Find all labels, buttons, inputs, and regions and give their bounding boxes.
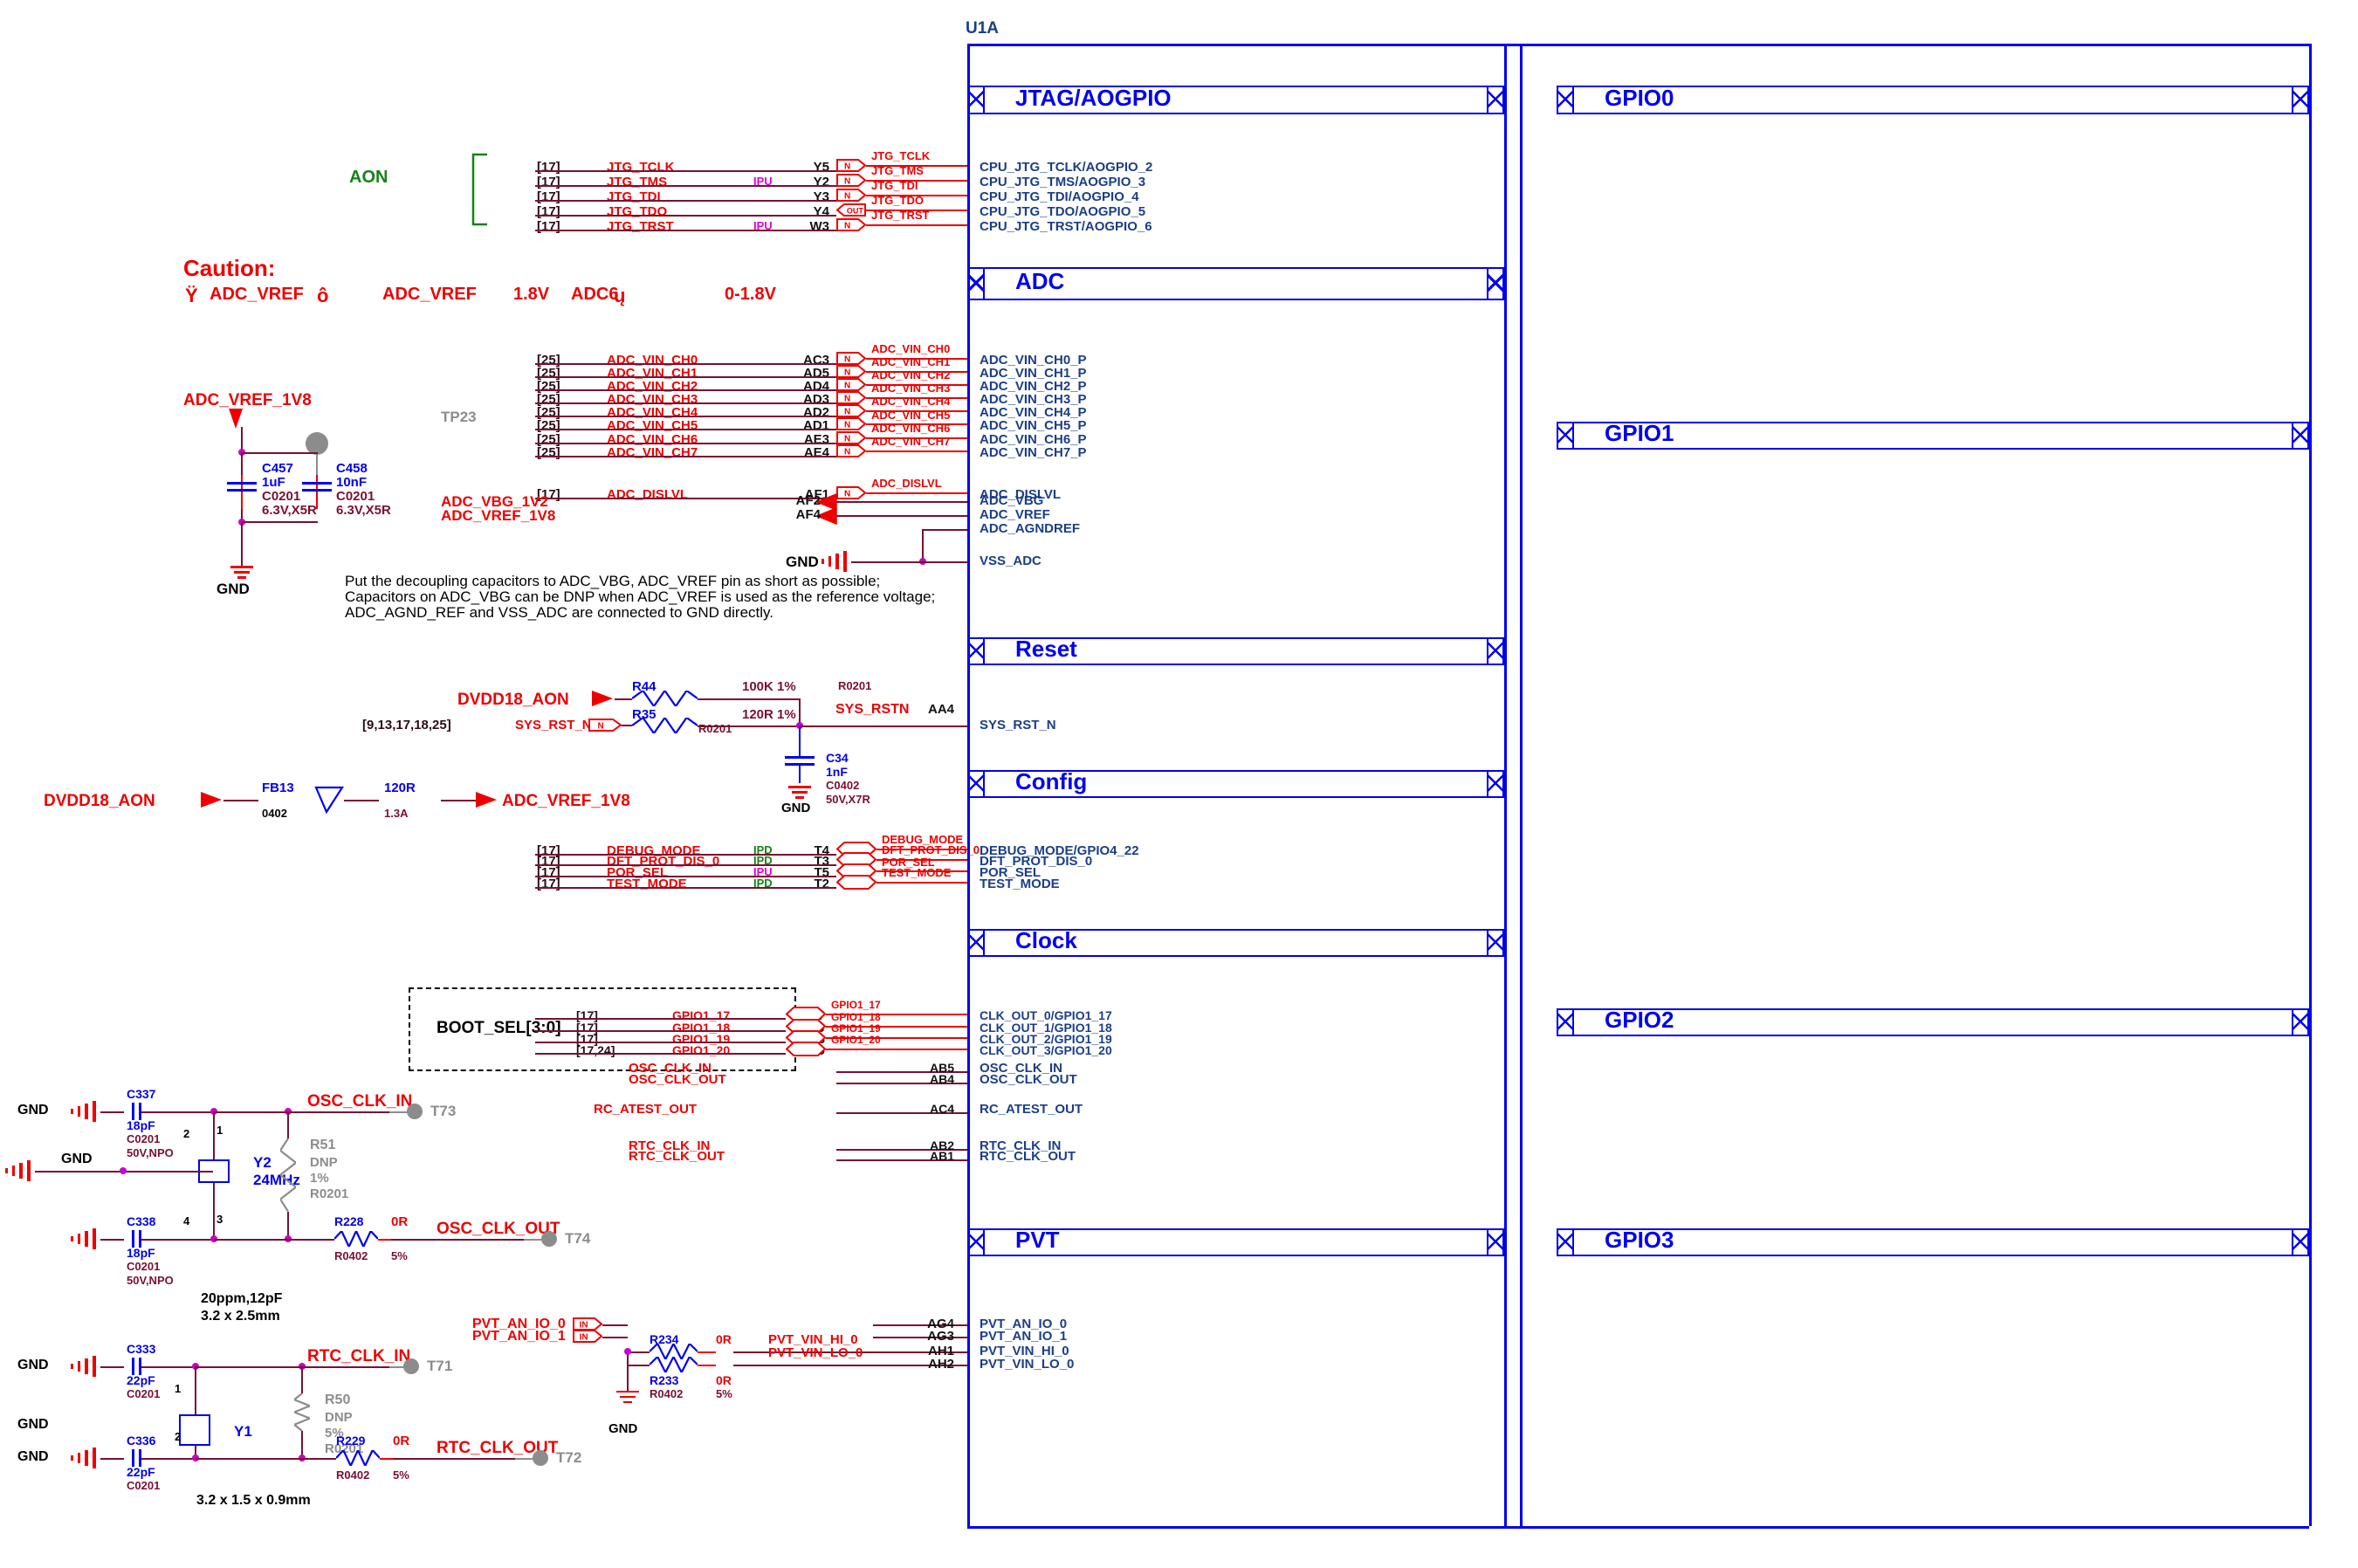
- svg-text:N: N: [844, 162, 850, 172]
- svg-text:N: N: [844, 395, 850, 404]
- svg-text:IN: IN: [580, 1333, 588, 1343]
- svg-text:IN: IN: [580, 1320, 588, 1330]
- svg-text:N: N: [844, 176, 850, 186]
- svg-text:N: N: [844, 421, 850, 430]
- svg-text:N: N: [844, 191, 850, 201]
- svg-text:N: N: [844, 354, 850, 364]
- svg-text:N: N: [597, 722, 603, 732]
- svg-text:N: N: [844, 381, 850, 390]
- svg-text:N: N: [844, 368, 850, 377]
- svg-text:N: N: [844, 434, 850, 444]
- svg-text:OUT: OUT: [847, 206, 864, 215]
- svg-text:N: N: [844, 221, 850, 230]
- svg-text:N: N: [844, 490, 850, 499]
- svg-text:N: N: [844, 408, 850, 417]
- svg-text:N: N: [844, 447, 850, 457]
